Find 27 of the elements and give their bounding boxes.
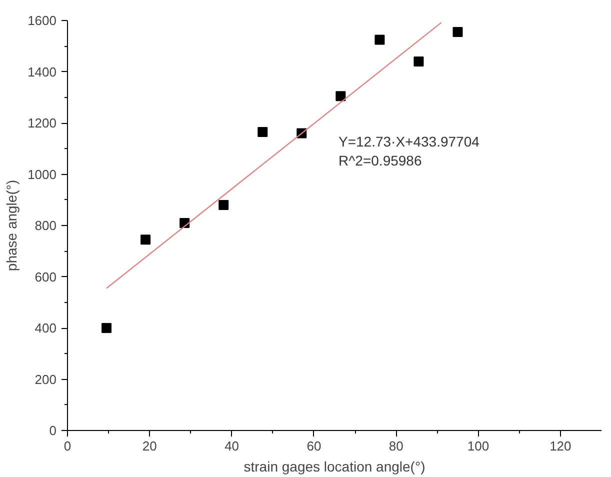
point bbox=[336, 91, 346, 102]
y-tick-label: 1400 bbox=[28, 64, 56, 80]
y-tick-label: 600 bbox=[34, 269, 57, 284]
point bbox=[452, 27, 463, 38]
point bbox=[218, 200, 229, 210]
point bbox=[102, 323, 112, 333]
point bbox=[374, 34, 385, 45]
y-tick-label: 1200 bbox=[28, 116, 56, 130]
y-tick-label: 200 bbox=[34, 372, 57, 387]
annotation: Y=12.73·X+433.97704 R^2=0.95986 bbox=[338, 134, 480, 169]
x-axis-title: strain gages location angle(°) bbox=[244, 458, 426, 474]
x-tick-label: 0 bbox=[64, 438, 72, 454]
y-tick-label: 800 bbox=[34, 218, 57, 233]
y-axis-title: phase angle(°) bbox=[4, 180, 20, 272]
y-tick-label: 1000 bbox=[28, 166, 56, 182]
x-tick-label: 100 bbox=[467, 438, 490, 454]
x-tick-label: 20 bbox=[142, 438, 157, 454]
x-tick-label: 80 bbox=[388, 438, 404, 454]
x-tick-label: 40 bbox=[224, 438, 240, 454]
y-tick-label: 1600 bbox=[28, 13, 56, 28]
point bbox=[140, 234, 151, 245]
y-tick-label: 400 bbox=[34, 320, 57, 336]
point bbox=[258, 126, 268, 137]
x-tick-label: 60 bbox=[306, 438, 322, 454]
x-tick-label: 120 bbox=[550, 438, 572, 454]
point bbox=[414, 56, 424, 66]
y-tick-label: 0 bbox=[49, 423, 57, 438]
